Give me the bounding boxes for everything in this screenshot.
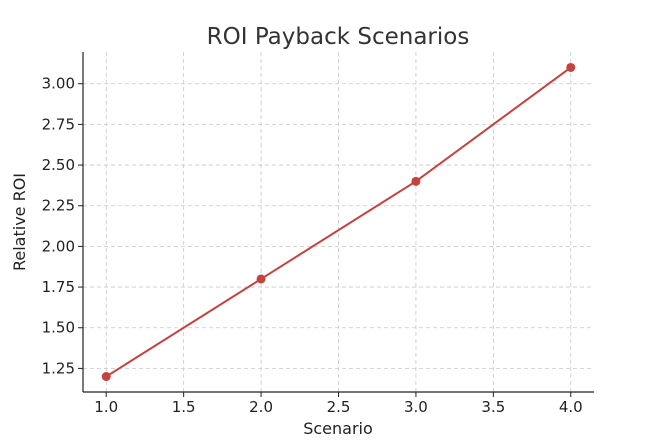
y-tick-label: 2.00 [42, 237, 75, 255]
data-point [411, 176, 421, 186]
y-tick-label: 2.50 [42, 156, 75, 174]
x-tick-label: 3.5 [481, 398, 505, 416]
x-tick-label: 1.0 [94, 398, 118, 416]
data-point [101, 372, 111, 382]
y-tick-label: 1.50 [42, 319, 75, 337]
series-line [105, 66, 572, 378]
y-axis-label: Relative ROI [10, 173, 29, 271]
grid [83, 52, 594, 392]
y-axis-ticks: 1.25 1.50 1.75 2.00 2.25 2.50 2.75 3.00 [42, 75, 83, 377]
x-tick-label: 2.0 [249, 398, 273, 416]
chart-title: ROI Payback Scenarios [207, 24, 470, 50]
y-tick-label: 2.75 [42, 115, 75, 133]
x-tick-label: 2.5 [327, 398, 351, 416]
x-tick-label: 4.0 [559, 398, 583, 416]
y-tick-label: 1.25 [42, 359, 75, 377]
y-tick-label: 2.25 [42, 197, 75, 215]
x-axis-label: Scenario [303, 419, 373, 438]
y-tick-label: 3.00 [42, 75, 75, 93]
data-point [566, 62, 576, 72]
data-point [256, 274, 266, 284]
series-group [101, 62, 576, 382]
x-tick-label: 3.0 [404, 398, 428, 416]
x-axis-ticks: 1.0 1.5 2.0 2.5 3.0 3.5 4.0 [94, 392, 583, 416]
x-tick-label: 1.5 [172, 398, 196, 416]
y-tick-label: 1.75 [42, 278, 75, 296]
